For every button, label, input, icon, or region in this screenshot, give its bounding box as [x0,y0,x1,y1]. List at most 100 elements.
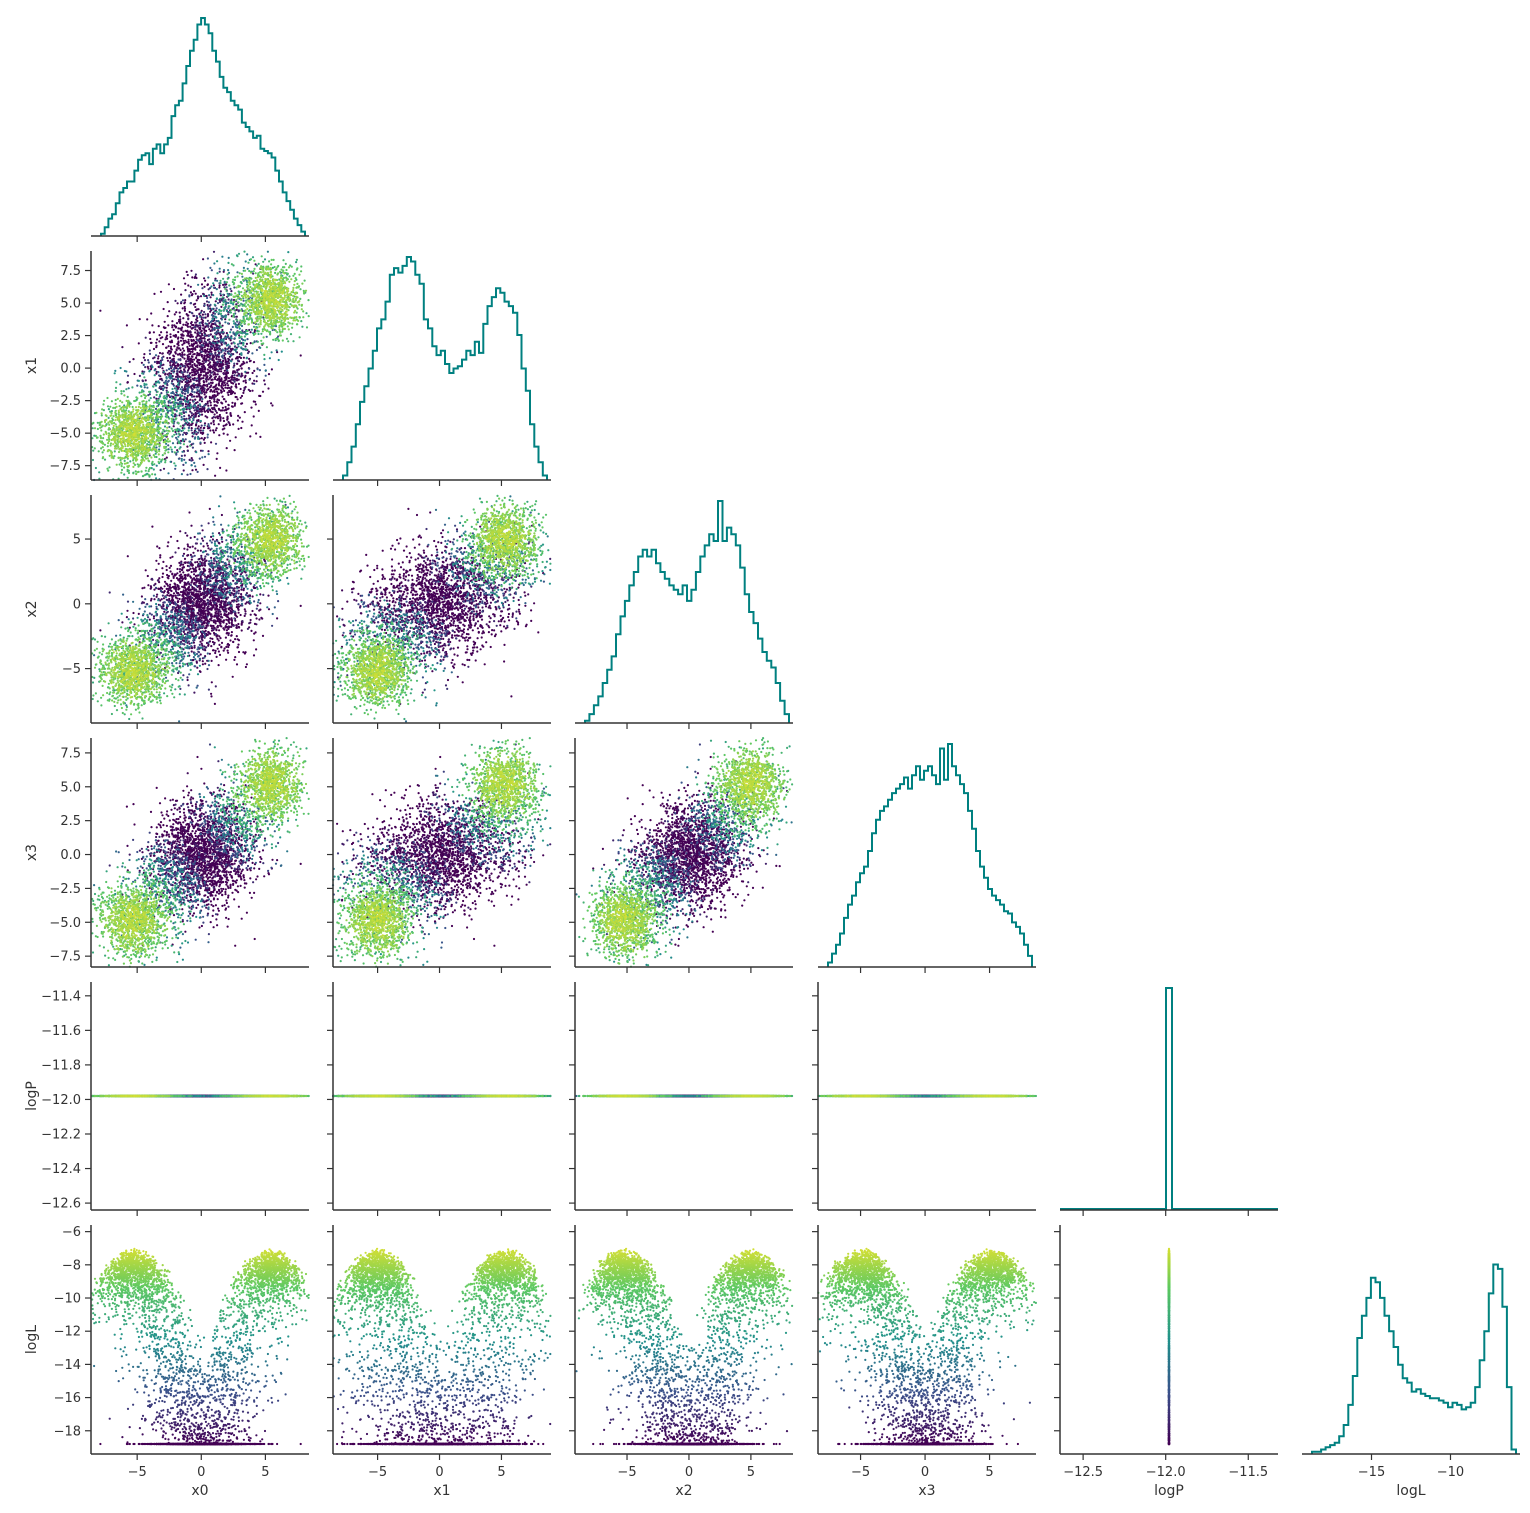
scatter-point [235,385,237,387]
scatter-point [230,339,232,341]
scatter-point [200,427,202,429]
scatter-point [245,379,247,381]
scatter-point [224,387,226,389]
scatter-point [229,440,231,442]
scatter-point [228,377,230,379]
scatter-point [168,283,170,285]
scatter-point [141,362,143,364]
scatter-point [156,345,158,347]
scatter-point [166,331,168,333]
scatter-point [197,419,199,421]
scatter-point [179,322,181,324]
scatter-point [190,339,192,341]
scatter-point [210,296,212,298]
scatter-point [203,355,205,357]
scatter-point [184,283,186,285]
scatter-point [187,284,189,286]
scatter-point [203,286,205,288]
scatter-point [255,432,257,434]
scatter-point [167,352,169,354]
scatter-point [196,364,198,366]
scatter-point [167,301,169,303]
scatter-point [214,391,216,393]
scatter-point [243,362,245,364]
scatter-point [230,393,232,395]
scatter-point [226,382,228,384]
scatter-point [230,376,232,378]
scatter-point [189,363,191,365]
scatter-point [150,342,152,344]
scatter-point [195,469,197,471]
scatter-point [253,370,255,372]
scatter-point [158,325,160,327]
scatter-point [169,350,171,352]
scatter-point [184,330,186,332]
scatter-point [223,390,225,392]
scatter-point [226,332,228,334]
scatter-point [196,346,198,348]
scatter-point [162,343,164,345]
scatter-point [201,283,203,285]
scatter-point [224,370,226,372]
scatter-point [184,354,186,356]
scatter-point [185,321,187,323]
scatter-point [239,417,241,419]
scatter-point [219,284,221,286]
scatter-point [236,396,238,398]
scatter-point [163,308,165,310]
scatter-point [199,327,201,329]
scatter-point [216,415,218,417]
scatter-point [246,343,248,345]
scatter-point [194,331,196,333]
scatter-point [198,425,200,427]
scatter-point [183,335,185,337]
scatter-point [184,299,186,301]
scatter-point [218,286,220,288]
scatter-point [222,396,224,398]
scatter-point [193,303,195,305]
scatter-point [245,382,247,384]
scatter-point [220,370,222,372]
scatter-point [203,439,205,441]
scatter-point [194,353,196,355]
scatter-point [204,384,206,386]
scatter-point [173,288,175,290]
scatter-point [153,348,155,350]
scatter-point [223,425,225,427]
scatter-point [145,379,147,381]
scatter-point [191,371,193,373]
scatter-point [166,357,168,359]
scatter-point [213,401,215,403]
scatter-point [202,314,204,316]
scatter-point [210,441,212,443]
scatter-point [177,363,179,365]
scatter-point [220,402,222,404]
scatter-point [191,321,193,323]
scatter-point [207,450,209,452]
scatter-point [219,414,221,416]
scatter-point [214,475,216,477]
scatter-point [195,336,197,338]
scatter-point [213,420,215,422]
scatter-point [231,405,233,407]
scatter-point [221,409,223,411]
scatter-point [204,393,206,395]
scatter-point [166,387,168,389]
scatter-point [212,429,214,431]
scatter-point [194,347,196,349]
scatter-point [249,435,251,437]
scatter-point [177,336,179,338]
scatter-point [201,400,203,402]
scatter-point [194,328,196,330]
scatter-point [189,399,191,401]
scatter-point [204,280,206,282]
scatter-point [189,372,191,374]
scatter-point [230,414,232,416]
scatter-point [252,372,254,374]
scatter-point [195,424,197,426]
scatter-point [215,385,217,387]
scatter-point [178,414,180,416]
scatter-point [157,355,159,357]
scatter-point [201,337,203,339]
scatter-point [250,407,252,409]
